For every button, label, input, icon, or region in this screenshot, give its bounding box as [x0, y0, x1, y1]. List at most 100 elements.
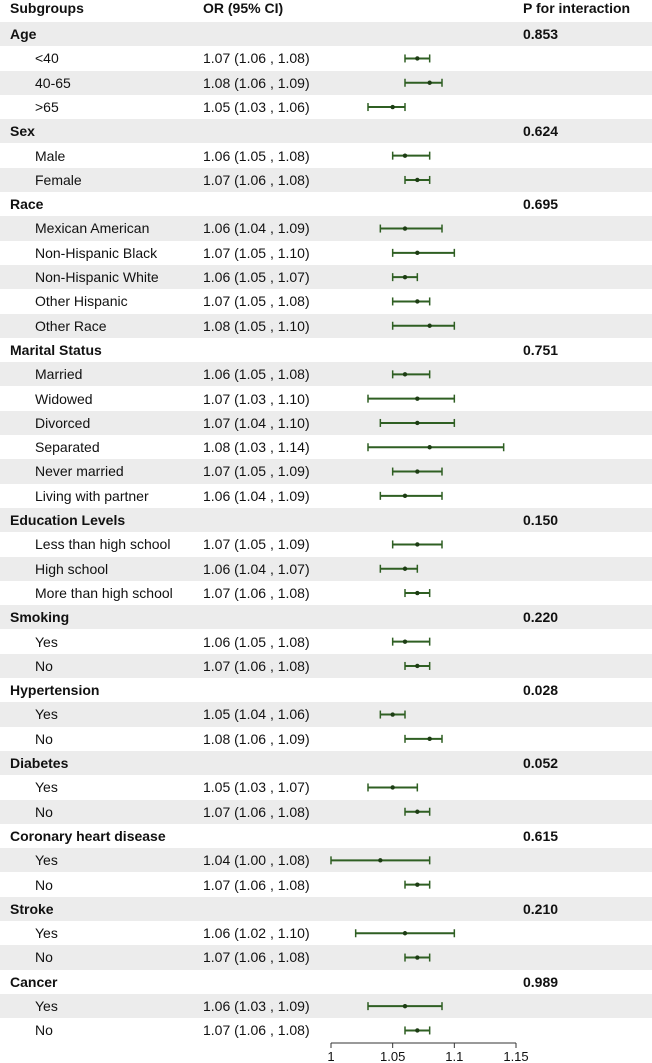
group-label: Cancer	[10, 973, 58, 990]
or-ci-value: 1.07 (1.06 , 1.08)	[203, 171, 310, 188]
subgroup-label: Male	[35, 147, 66, 164]
group-label: Education Levels	[10, 512, 126, 528]
subgroup-row: More than high school 1.07 (1.06 , 1.08)	[0, 581, 652, 605]
or-ci-value: 1.07 (1.06 , 1.08)	[203, 584, 310, 601]
subgroup-row: Widowed 1.07 (1.03 , 1.10)	[0, 387, 652, 411]
subgroup-label: 40-65	[35, 74, 71, 91]
or-ci-value: 1.06 (1.05 , 1.08)	[203, 147, 310, 164]
group-row: Education Levels 0.150	[0, 508, 652, 533]
subgroup-label: Non-Hispanic White	[35, 269, 159, 285]
or-ci-value: 1.07 (1.05 , 1.09)	[203, 536, 310, 553]
or-ci-value: 1.08 (1.06 , 1.09)	[203, 730, 310, 747]
subgroup-row: Female 1.07 (1.06 , 1.08)	[0, 167, 652, 193]
subgroup-label: Married	[35, 366, 83, 383]
subgroup-row: No 1.07 (1.06 , 1.08)	[0, 1018, 652, 1042]
group-row: Hypertension 0.028	[0, 678, 652, 702]
or-ci-value: 1.05 (1.03 , 1.07)	[203, 779, 310, 796]
subgroup-row: Male 1.06 (1.05 , 1.08)	[0, 144, 652, 168]
subgroup-label: Yes	[35, 779, 58, 796]
or-ci-value: 1.07 (1.03 , 1.10)	[203, 390, 310, 407]
x-tick-label: 1.05	[380, 1049, 405, 1063]
or-ci-value: 1.07 (1.06 , 1.08)	[203, 657, 310, 674]
group-label: Marital Status	[10, 341, 102, 358]
group-row: Sex 0.624	[0, 119, 652, 144]
subgroup-row: No 1.08 (1.06 , 1.09)	[0, 727, 652, 751]
subgroup-row: Mexican American 1.06 (1.04 , 1.09)	[0, 216, 652, 241]
subgroup-label: No	[35, 803, 53, 820]
subgroup-label: No	[35, 657, 53, 674]
or-ci-value: 1.07 (1.06 , 1.08)	[203, 803, 310, 820]
or-ci-value: 1.06 (1.04 , 1.09)	[203, 220, 310, 237]
or-ci-value: 1.05 (1.04 , 1.06)	[203, 706, 310, 723]
group-label: Age	[10, 26, 37, 42]
subgroup-label: >65	[35, 98, 59, 115]
subgroup-label: Non-Hispanic Black	[35, 244, 158, 261]
subgroup-label: Other Race	[35, 317, 107, 334]
group-label: Stroke	[10, 900, 54, 917]
or-ci-value: 1.07 (1.04 , 1.10)	[203, 414, 310, 431]
subgroup-label: Divorced	[35, 414, 91, 431]
subgroup-label: Yes	[35, 998, 58, 1014]
x-tick-label: 1.1	[445, 1049, 463, 1063]
header-or-ci: OR (95% CI)	[203, 0, 284, 16]
group-row: Race 0.695	[0, 192, 652, 216]
p-interaction-value: 0.624	[523, 123, 559, 140]
subgroup-label: Yes	[35, 925, 58, 942]
subgroup-label: Yes	[35, 706, 58, 723]
or-ci-value: 1.06 (1.05 , 1.08)	[203, 633, 310, 650]
subgroup-row: <40 1.07 (1.06 , 1.08)	[0, 46, 652, 70]
subgroup-row: Yes 1.06 (1.02 , 1.10)	[0, 921, 652, 945]
subgroup-label: High school	[35, 560, 109, 577]
subgroup-label: No	[35, 876, 53, 893]
group-row: Marital Status 0.751	[0, 338, 652, 362]
subgroup-row: Separated 1.08 (1.03 , 1.14)	[0, 435, 652, 459]
subgroup-label: <40	[35, 50, 59, 67]
subgroup-label: Other Hispanic	[35, 293, 128, 310]
subgroup-row: 40-65 1.08 (1.06 , 1.09)	[0, 70, 652, 95]
subgroup-row: Divorced 1.07 (1.04 , 1.10)	[0, 410, 652, 436]
subgroup-label: Never married	[35, 463, 124, 480]
group-row: Diabetes 0.052	[0, 751, 652, 776]
or-ci-value: 1.08 (1.03 , 1.14)	[203, 439, 310, 456]
p-interaction-value: 0.052	[523, 755, 559, 771]
x-tick-label: 1	[327, 1049, 334, 1063]
subgroup-row: Yes 1.06 (1.03 , 1.09)	[0, 994, 652, 1019]
group-row: Coronary heart disease 0.615	[0, 824, 652, 848]
subgroup-label: Living with partner	[35, 487, 149, 504]
group-label: Hypertension	[10, 682, 100, 699]
subgroup-row: Yes 1.05 (1.04 , 1.06)	[0, 702, 652, 727]
or-ci-value: 1.06 (1.04 , 1.07)	[203, 560, 310, 577]
or-ci-value: 1.07 (1.05 , 1.08)	[203, 293, 310, 310]
subgroup-label: No	[35, 949, 53, 966]
subgroup-label: No	[35, 730, 53, 747]
or-ci-value: 1.05 (1.03 , 1.06)	[203, 98, 310, 115]
p-interaction-value: 0.210	[523, 900, 559, 917]
or-ci-value: 1.04 (1.00 , 1.08)	[203, 852, 310, 869]
group-label: Smoking	[10, 609, 70, 626]
subgroup-row: No 1.07 (1.06 , 1.08)	[0, 945, 652, 970]
x-tick-label: 1.15	[503, 1049, 528, 1063]
or-ci-value: 1.06 (1.02 , 1.10)	[203, 925, 310, 942]
subgroup-row: No 1.07 (1.06 , 1.08)	[0, 873, 652, 897]
subgroup-row: No 1.07 (1.06 , 1.08)	[0, 653, 652, 679]
subgroup-row: High school 1.06 (1.04 , 1.07)	[0, 556, 652, 581]
group-label: Race	[10, 196, 44, 213]
subgroup-label: Mexican American	[35, 220, 150, 237]
or-ci-value: 1.07 (1.06 , 1.08)	[203, 949, 310, 966]
subgroup-row: Non-Hispanic Black 1.07 (1.05 , 1.10)	[0, 241, 652, 265]
subgroup-row: Living with partner 1.06 (1.04 , 1.09)	[0, 484, 652, 508]
group-label: Diabetes	[10, 755, 69, 771]
p-interaction-value: 0.695	[523, 196, 559, 213]
subgroup-row: Other Hispanic 1.07 (1.05 , 1.08)	[0, 289, 652, 313]
group-row: Cancer 0.989	[0, 970, 652, 994]
subgroup-row: Non-Hispanic White 1.06 (1.05 , 1.07)	[0, 265, 652, 290]
subgroup-row: Other Race 1.08 (1.05 , 1.10)	[0, 313, 652, 338]
or-ci-value: 1.08 (1.06 , 1.09)	[203, 74, 310, 91]
or-ci-value: 1.07 (1.05 , 1.10)	[203, 244, 310, 261]
subgroup-row: Never married 1.07 (1.05 , 1.09)	[0, 459, 652, 484]
p-interaction-value: 0.853	[523, 26, 559, 42]
p-interaction-value: 0.028	[523, 682, 559, 699]
subgroup-label: Less than high school	[35, 536, 171, 553]
subgroup-row: Less than high school 1.07 (1.05 , 1.09)	[0, 532, 652, 556]
or-ci-value: 1.06 (1.04 , 1.09)	[203, 487, 310, 504]
